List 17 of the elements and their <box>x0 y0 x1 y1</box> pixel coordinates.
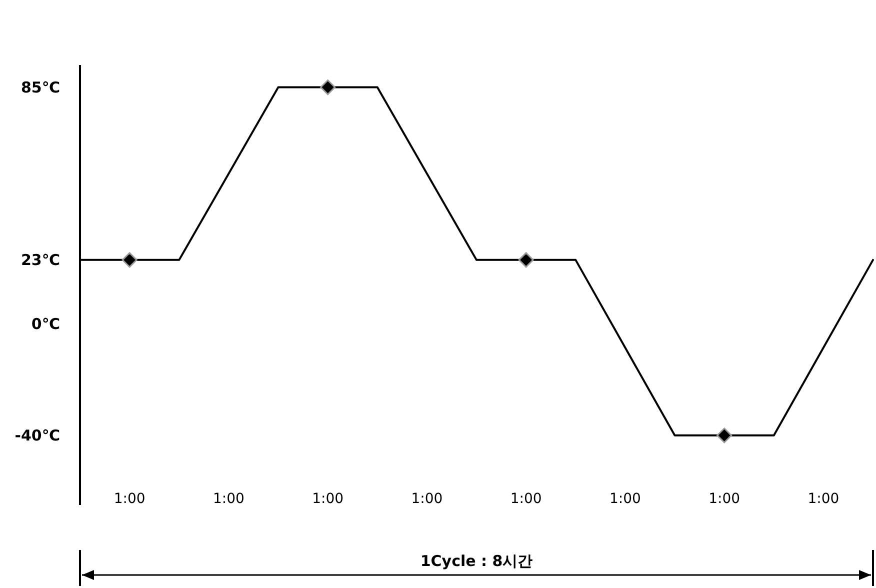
y-tick-label: 23℃ <box>20 250 60 269</box>
x-tick-label: 1:00 <box>212 491 244 507</box>
x-tick-label: 1:00 <box>114 491 146 507</box>
x-tick-label: 1:00 <box>708 491 740 507</box>
y-tick-label: 0℃ <box>31 314 60 333</box>
text: 1Cycle : 8시간 <box>420 552 533 570</box>
x-tick-label: 1:00 <box>808 491 840 507</box>
point <box>320 80 336 96</box>
x-tick-label: 1:00 <box>510 491 542 507</box>
x-tick-label: 1:00 <box>312 491 344 507</box>
point <box>122 252 138 268</box>
x-tick-label: 1:00 <box>411 491 443 507</box>
point <box>716 428 732 444</box>
point <box>518 252 534 268</box>
y-tick-label: -40℃ <box>14 426 60 444</box>
x-tick-label: 1:00 <box>609 491 641 507</box>
y-tick-label: 85℃ <box>20 78 60 96</box>
